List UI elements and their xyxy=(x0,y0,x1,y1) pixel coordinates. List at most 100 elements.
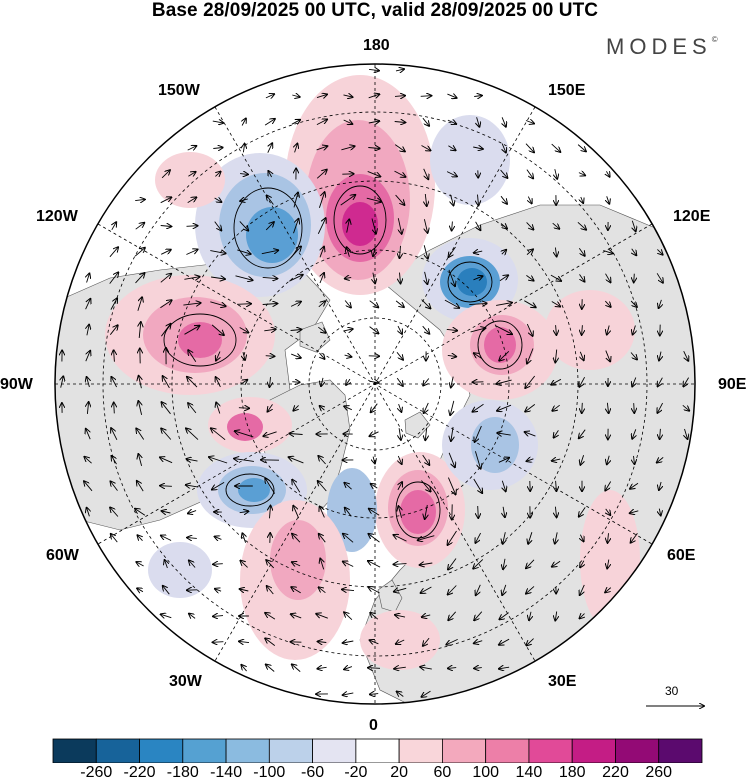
wind-arrow xyxy=(399,403,402,412)
wind-arrow xyxy=(420,563,433,565)
wind-arrow xyxy=(447,477,455,495)
neg-anomaly-west-siberia-mid xyxy=(471,417,519,473)
wind-arrow xyxy=(242,533,245,543)
wind-arrow xyxy=(138,401,141,416)
wind-arrow xyxy=(634,273,635,283)
wind-arrow xyxy=(451,194,454,206)
wind-arrow xyxy=(165,560,168,569)
wind-arrow xyxy=(397,692,404,697)
wind-arrow xyxy=(369,509,380,516)
wind-arrow xyxy=(110,508,119,517)
wind-arrow xyxy=(370,694,379,695)
wind-arrow xyxy=(422,117,429,126)
wind-arrow xyxy=(188,172,195,176)
wind-arrow xyxy=(395,300,404,307)
wind-arrow xyxy=(394,564,407,565)
wind-arrow xyxy=(394,144,405,152)
wind-arrow xyxy=(605,273,611,283)
wind-arrow xyxy=(630,352,637,360)
pos-anomaly-central-siberia-core xyxy=(484,327,516,363)
wind-arrow xyxy=(112,222,116,231)
wind-arrow xyxy=(503,506,505,517)
wind-arrow xyxy=(605,588,612,593)
wind-arrow xyxy=(137,481,144,492)
wind-arrow xyxy=(320,273,324,284)
wind-arrow xyxy=(473,147,483,149)
wind-arrow xyxy=(473,403,484,411)
wind-arrow xyxy=(373,247,375,256)
wind-arrow xyxy=(498,458,509,463)
wind-arrow xyxy=(424,219,427,233)
wind-arrow xyxy=(295,144,298,153)
colorbar-tick-label: -140 xyxy=(210,764,243,781)
wind-arrow xyxy=(366,198,381,202)
wind-arrow xyxy=(289,434,303,435)
wind-arrow xyxy=(578,247,584,256)
wind-arrow xyxy=(214,221,222,231)
wind-arrow xyxy=(659,508,660,516)
wind-arrow xyxy=(345,508,352,517)
wind-arrow xyxy=(556,480,557,491)
wind-arrow xyxy=(213,642,224,643)
wind-arrow xyxy=(394,535,407,542)
reference-vector-value: 30 xyxy=(665,684,679,698)
wind-arrow xyxy=(418,535,435,541)
wind-arrow xyxy=(448,146,455,151)
wind-arrow xyxy=(448,611,457,620)
wind-arrow xyxy=(320,507,325,518)
wind-arrow xyxy=(368,668,381,669)
wind-arrow xyxy=(292,382,299,383)
wind-arrow xyxy=(580,534,583,542)
wind-arrow xyxy=(502,143,506,153)
wind-arrow xyxy=(451,376,453,388)
wind-arrow xyxy=(114,403,115,414)
wind-arrow xyxy=(135,223,145,230)
colorbar-tick-label: -20 xyxy=(344,764,368,781)
wind-arrow xyxy=(238,408,249,409)
wind-arrow xyxy=(577,144,586,152)
wind-arrow xyxy=(265,613,276,620)
wind-arrow xyxy=(320,406,325,410)
wind-arrow xyxy=(525,121,534,124)
wind-arrow xyxy=(577,221,586,229)
wind-arrow xyxy=(318,192,324,208)
wind-arrow xyxy=(607,559,609,569)
wind-arrow xyxy=(87,508,90,517)
pos-anomaly-far-east xyxy=(545,290,635,370)
wind-arrow xyxy=(580,351,583,360)
wind-arrow xyxy=(660,428,661,439)
wind-arrow xyxy=(136,562,144,566)
wind-arrow xyxy=(659,299,662,308)
wind-arrow xyxy=(608,533,609,543)
wind-arrow xyxy=(163,586,170,595)
lon-label-120w: 120W xyxy=(36,208,78,225)
wind-arrow xyxy=(136,429,145,440)
wind-arrow xyxy=(268,404,273,411)
wind-arrow xyxy=(448,558,457,570)
wind-arrow xyxy=(369,381,378,383)
wind-arrow xyxy=(137,588,144,591)
wind-arrow xyxy=(527,459,534,461)
wind-arrow xyxy=(368,94,380,98)
wind-arrow xyxy=(292,534,301,543)
wind-arrow xyxy=(421,480,430,492)
wind-arrow xyxy=(317,667,327,668)
wind-arrow xyxy=(235,275,253,280)
wind-arrow xyxy=(162,511,171,513)
wind-arrow xyxy=(469,303,486,304)
wind-arrow xyxy=(135,509,146,516)
wind-arrow xyxy=(396,377,403,386)
wind-arrow xyxy=(605,481,612,491)
wind-arrow xyxy=(187,459,198,461)
colorbar-tick-label: 220 xyxy=(602,764,629,781)
wind-arrow xyxy=(262,304,278,305)
wind-arrow xyxy=(367,170,381,176)
wind-arrow xyxy=(268,143,272,153)
wind-arrow xyxy=(344,355,352,357)
wind-arrow xyxy=(340,195,356,206)
wind-arrow xyxy=(526,323,532,336)
wind-arrow xyxy=(111,377,118,388)
lon-label-150e: 150E xyxy=(548,82,586,99)
wind-arrow xyxy=(216,377,221,388)
wind-arrow xyxy=(343,641,354,643)
